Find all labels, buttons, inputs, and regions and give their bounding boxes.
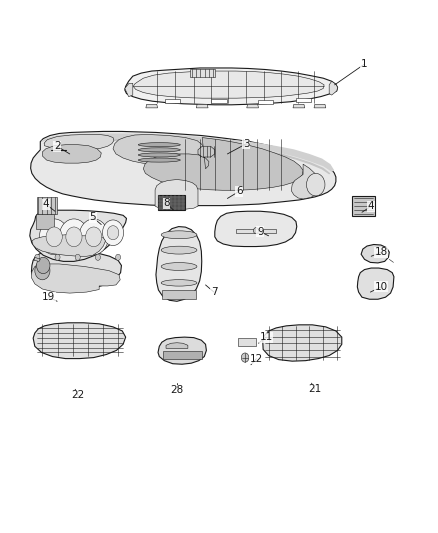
Bar	[162, 290, 196, 299]
Polygon shape	[45, 134, 114, 151]
Polygon shape	[113, 134, 203, 164]
Ellipse shape	[138, 158, 180, 162]
Bar	[165, 99, 180, 103]
Circle shape	[55, 254, 60, 260]
Polygon shape	[158, 337, 206, 364]
Bar	[212, 99, 226, 103]
Polygon shape	[143, 138, 303, 190]
Circle shape	[254, 228, 258, 234]
Polygon shape	[361, 245, 389, 263]
Ellipse shape	[138, 148, 180, 152]
Circle shape	[102, 220, 124, 246]
Polygon shape	[293, 104, 305, 108]
Polygon shape	[155, 180, 198, 209]
Polygon shape	[357, 268, 394, 299]
Text: 22: 22	[71, 391, 85, 400]
Bar	[296, 98, 311, 102]
Text: 9: 9	[257, 227, 264, 237]
Polygon shape	[196, 104, 208, 108]
Polygon shape	[133, 71, 324, 98]
Bar	[158, 195, 185, 210]
Bar	[163, 351, 202, 359]
Polygon shape	[215, 211, 297, 247]
Text: 6: 6	[236, 186, 243, 196]
Polygon shape	[236, 229, 276, 233]
Circle shape	[46, 227, 62, 247]
Polygon shape	[146, 104, 158, 108]
Bar	[36, 214, 54, 229]
Polygon shape	[33, 323, 126, 359]
Polygon shape	[34, 257, 40, 261]
Polygon shape	[314, 104, 326, 108]
Text: 11: 11	[259, 332, 273, 342]
Polygon shape	[198, 146, 215, 157]
Circle shape	[95, 254, 100, 260]
Circle shape	[85, 227, 102, 247]
Text: 7: 7	[211, 287, 217, 297]
Circle shape	[35, 254, 40, 260]
Circle shape	[79, 219, 109, 255]
Text: 4: 4	[368, 201, 374, 211]
Bar	[191, 69, 215, 77]
Circle shape	[75, 254, 80, 260]
Text: 5: 5	[89, 212, 96, 222]
Bar	[36, 197, 57, 214]
Circle shape	[35, 261, 50, 280]
Polygon shape	[125, 83, 133, 96]
Circle shape	[36, 257, 50, 273]
Text: 10: 10	[374, 282, 388, 292]
Circle shape	[116, 254, 120, 260]
Bar	[352, 196, 374, 216]
Ellipse shape	[138, 143, 180, 147]
Polygon shape	[32, 250, 121, 289]
Text: 28: 28	[170, 385, 184, 395]
Circle shape	[307, 173, 325, 196]
Text: 21: 21	[308, 384, 321, 394]
Polygon shape	[42, 145, 101, 163]
Text: 19: 19	[42, 292, 55, 302]
Ellipse shape	[161, 231, 197, 239]
Polygon shape	[329, 81, 338, 95]
Ellipse shape	[161, 280, 197, 286]
Polygon shape	[32, 264, 120, 293]
Polygon shape	[166, 343, 188, 349]
Circle shape	[107, 225, 119, 240]
Text: 4: 4	[42, 199, 49, 209]
Polygon shape	[263, 325, 342, 361]
Text: 2: 2	[54, 141, 60, 151]
Polygon shape	[42, 133, 334, 172]
Text: 8: 8	[163, 198, 170, 208]
Text: 1: 1	[361, 59, 367, 69]
Polygon shape	[156, 227, 202, 301]
Polygon shape	[42, 139, 330, 174]
Polygon shape	[32, 235, 106, 256]
Circle shape	[66, 227, 82, 247]
Polygon shape	[125, 68, 338, 105]
Text: 18: 18	[374, 247, 388, 257]
Ellipse shape	[138, 153, 180, 157]
Circle shape	[39, 219, 69, 255]
Polygon shape	[291, 164, 321, 199]
Polygon shape	[247, 104, 258, 108]
Bar	[237, 338, 256, 346]
Text: 12: 12	[250, 353, 263, 364]
Bar	[258, 100, 273, 104]
Text: 3: 3	[243, 139, 250, 149]
Circle shape	[241, 353, 249, 362]
Polygon shape	[31, 132, 336, 206]
Polygon shape	[30, 210, 127, 261]
Ellipse shape	[161, 246, 197, 254]
Circle shape	[59, 219, 88, 255]
Ellipse shape	[161, 263, 197, 270]
